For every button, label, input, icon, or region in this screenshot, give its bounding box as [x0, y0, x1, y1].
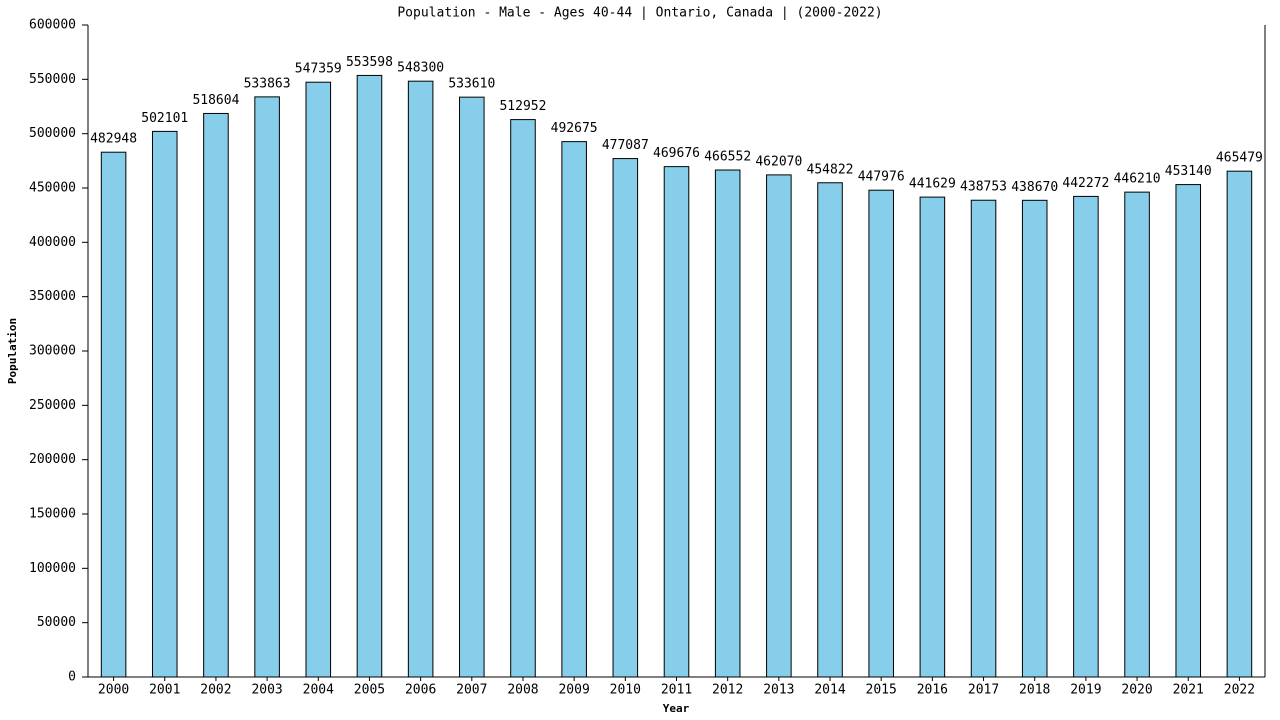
x-tick-label: 2014	[814, 683, 845, 698]
bar	[459, 96, 485, 678]
value-label: 469676	[653, 146, 700, 161]
x-tick-label: 2007	[456, 683, 487, 698]
y-tick-label: 550000	[29, 72, 76, 87]
bar	[1073, 195, 1099, 678]
value-label: 547359	[295, 62, 342, 77]
chart-title: Population - Male - Ages 40-44 | Ontario…	[397, 6, 882, 21]
x-tick-label: 2009	[558, 683, 589, 698]
value-label: 462070	[755, 154, 802, 169]
bar	[714, 169, 741, 678]
value-label: 442272	[1062, 176, 1109, 191]
value-label: 553598	[346, 55, 393, 70]
bar	[203, 112, 229, 678]
y-axis-label: Population	[6, 318, 19, 384]
value-label: 512952	[499, 99, 546, 114]
x-tick-label: 2021	[1173, 683, 1204, 698]
bar	[817, 182, 843, 678]
x-tick-label: 2018	[1019, 683, 1050, 698]
x-tick-label: 2010	[610, 683, 641, 698]
bar	[151, 130, 178, 678]
value-label: 533610	[448, 77, 495, 92]
value-label: 454822	[807, 162, 854, 177]
y-tick-label: 250000	[29, 398, 76, 413]
bar	[919, 196, 946, 678]
bar	[766, 174, 792, 678]
x-tick-label: 2000	[98, 683, 129, 698]
value-label: 502101	[141, 111, 188, 126]
bar	[663, 166, 690, 678]
x-tick-label: 2016	[917, 683, 948, 698]
bar	[561, 141, 587, 678]
x-tick-label: 2017	[968, 683, 999, 698]
value-label: 492675	[551, 121, 598, 136]
bar	[1175, 184, 1202, 678]
y-tick-label: 450000	[29, 181, 76, 196]
bar	[407, 80, 434, 678]
value-label: 465479	[1216, 151, 1263, 166]
x-tick-label: 2003	[251, 683, 282, 698]
bar	[305, 81, 332, 678]
value-label: 453140	[1165, 164, 1212, 179]
value-label: 438753	[960, 180, 1007, 195]
value-label: 518604	[192, 93, 239, 108]
y-tick-label: 100000	[29, 561, 76, 576]
y-tick-label: 150000	[29, 507, 76, 522]
y-tick-label: 50000	[37, 615, 76, 630]
value-label: 477087	[602, 138, 649, 153]
x-tick-label: 2011	[661, 683, 692, 698]
value-label: 446210	[1114, 172, 1161, 187]
bar	[1021, 199, 1048, 678]
x-tick-label: 2022	[1224, 683, 1255, 698]
bar	[612, 158, 639, 678]
bar	[970, 199, 997, 678]
value-label: 438670	[1011, 180, 1058, 195]
x-tick-label: 2020	[1121, 683, 1152, 698]
bar	[1226, 170, 1253, 678]
x-tick-label: 2004	[303, 683, 334, 698]
x-tick-label: 2006	[405, 683, 436, 698]
x-tick-label: 2012	[712, 683, 743, 698]
x-tick-label: 2001	[149, 683, 180, 698]
bar	[510, 119, 536, 678]
y-tick-label: 300000	[29, 344, 76, 359]
x-axis-label: Year	[663, 702, 690, 715]
y-tick-label: 500000	[29, 126, 76, 141]
bar	[356, 74, 383, 678]
value-label: 533863	[244, 76, 291, 91]
x-tick-label: 2013	[763, 683, 794, 698]
x-tick-label: 2015	[866, 683, 897, 698]
value-label: 548300	[397, 61, 444, 76]
bar	[1124, 191, 1150, 678]
value-label: 441629	[909, 177, 956, 192]
value-label: 447976	[858, 170, 905, 185]
y-tick-label: 600000	[29, 18, 76, 33]
bar	[100, 151, 127, 678]
y-tick-label: 200000	[29, 452, 76, 467]
value-label: 466552	[704, 150, 751, 165]
y-tick-label: 400000	[29, 235, 76, 250]
value-label: 482948	[90, 132, 137, 147]
x-tick-label: 2008	[507, 683, 538, 698]
bar	[254, 96, 280, 678]
bar	[868, 189, 894, 678]
x-tick-label: 2002	[200, 683, 231, 698]
x-tick-label: 2019	[1070, 683, 1101, 698]
x-tick-label: 2005	[354, 683, 385, 698]
y-tick-label: 350000	[29, 289, 76, 304]
y-tick-label: 0	[68, 670, 76, 685]
